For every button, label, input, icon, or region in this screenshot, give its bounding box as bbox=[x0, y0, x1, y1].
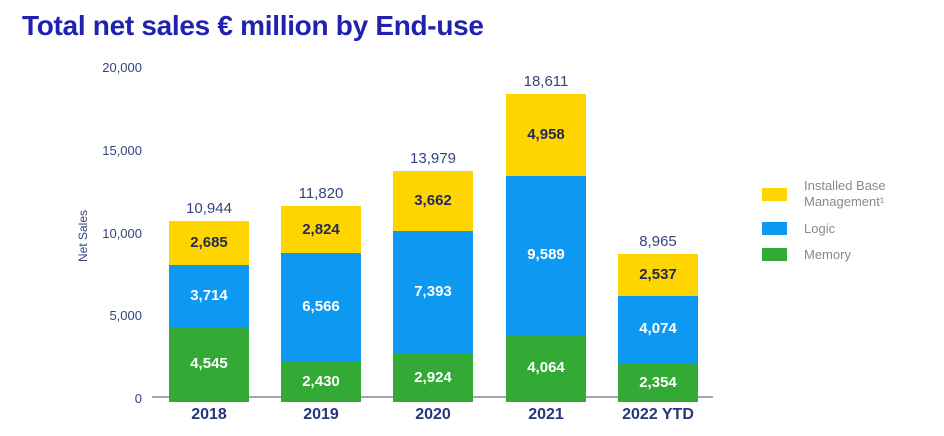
bar-segment-value: 3,714 bbox=[190, 287, 228, 305]
bar-segment-value: 4,958 bbox=[527, 126, 565, 143]
bar-segment-value: 9,589 bbox=[527, 246, 565, 264]
chart-title: Total net sales € million by End-use bbox=[22, 10, 484, 41]
bar-segment-installed-base-management--2021 bbox=[506, 93, 586, 177]
bar-segment-memory-2019 bbox=[281, 361, 361, 402]
legend-item: Installed Base Management¹ bbox=[762, 178, 937, 211]
legend-swatch bbox=[762, 222, 787, 236]
x-axis-label-2020: 2020 bbox=[415, 406, 451, 423]
x-axis-label-2021: 2021 bbox=[528, 406, 564, 423]
bar-segment-value: 2,824 bbox=[302, 220, 340, 238]
x-axis-label-2022-ytd: 2022 YTD bbox=[622, 406, 694, 423]
bar-total-label: 11,820 bbox=[298, 185, 344, 203]
bar-total-label: 10,944 bbox=[186, 199, 232, 217]
legend-swatch bbox=[762, 187, 787, 201]
bar-segment-memory-2022-ytd bbox=[618, 363, 698, 402]
legend-label: Memory bbox=[804, 246, 851, 262]
y-axis-tick: 15,000 bbox=[102, 142, 142, 158]
bar-segment-value: 2,685 bbox=[190, 234, 228, 252]
bar-segment-value: 2,430 bbox=[302, 372, 340, 390]
legend: Installed Base Management¹ Logic Memory bbox=[762, 178, 937, 263]
legend-label: Logic bbox=[804, 220, 836, 236]
bar-segment-installed-base-management--2018 bbox=[169, 220, 249, 266]
bar-segment-installed-base-management--2019 bbox=[281, 206, 361, 254]
bar-segment-logic-2018 bbox=[169, 265, 249, 327]
y-axis-tick: 10,000 bbox=[102, 225, 142, 241]
bar-segment-value: 4,064 bbox=[527, 359, 565, 377]
bar-segment-value: 2,354 bbox=[639, 373, 677, 391]
bar-segment-memory-2018 bbox=[169, 326, 249, 402]
bar-total-label: 13,979 bbox=[410, 149, 456, 167]
bar-segment-logic-2022-ytd bbox=[618, 295, 698, 364]
bar-total-label: 8,965 bbox=[639, 232, 677, 250]
legend-item: Memory bbox=[762, 247, 937, 263]
bar-segment-value: 4,545 bbox=[190, 355, 228, 373]
bar-segment-installed-base-management--2020 bbox=[393, 170, 473, 232]
bar-segment-value: 7,393 bbox=[414, 283, 452, 301]
bar-segment-value: 2,537 bbox=[639, 265, 677, 283]
bar-segment-value: 2,924 bbox=[414, 368, 452, 386]
bar-segment-installed-base-management--2022-ytd bbox=[618, 253, 698, 296]
y-axis-tick: 5,000 bbox=[109, 308, 142, 324]
bar-total-label: 18,611 bbox=[523, 72, 569, 90]
bar-segment-logic-2020 bbox=[393, 231, 473, 354]
legend-label: Installed Base Management¹ bbox=[804, 178, 886, 210]
bar-segment-memory-2021 bbox=[506, 334, 586, 402]
bar-segment-value: 6,566 bbox=[302, 298, 340, 316]
x-axis-label-2019: 2019 bbox=[303, 406, 339, 423]
legend-swatch bbox=[762, 248, 787, 262]
y-axis-tick: 20,000 bbox=[102, 60, 142, 75]
bar-segment-value: 4,074 bbox=[639, 320, 677, 338]
y-axis-tick: 0 bbox=[134, 391, 142, 406]
bar-segment-value: 3,662 bbox=[414, 191, 452, 209]
bar-segment-logic-2019 bbox=[281, 253, 361, 362]
bar-segment-memory-2020 bbox=[393, 353, 473, 402]
legend-item: Logic bbox=[762, 221, 937, 237]
bar-segment-logic-2021 bbox=[506, 176, 586, 335]
x-axis-label-2018: 2018 bbox=[191, 406, 227, 423]
